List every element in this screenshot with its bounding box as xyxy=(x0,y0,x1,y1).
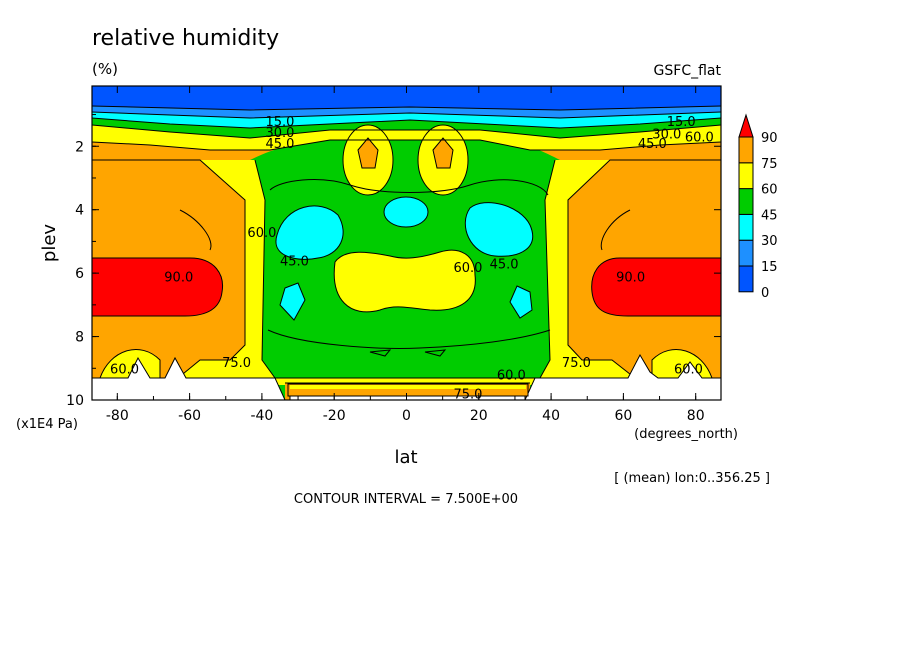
contour-label: 90.0 xyxy=(164,270,193,285)
x-tick-label: 80 xyxy=(687,408,705,424)
colorbar-arrow xyxy=(738,113,754,138)
contour-label: 60.0 xyxy=(110,362,139,377)
x-axis-label: lat xyxy=(394,447,417,468)
colorbar-segment xyxy=(738,162,754,190)
x-tick-label: -80 xyxy=(106,408,129,424)
contour-label: 45.0 xyxy=(266,137,295,152)
y-tick-label: 6 xyxy=(75,266,84,282)
y-units-label: (x1E4 Pa) xyxy=(16,417,78,432)
x-units-label: (degrees_north) xyxy=(634,427,738,442)
region-tuft-right-orange xyxy=(433,138,453,168)
colorbar-segment xyxy=(738,136,754,164)
y-tick-label: 2 xyxy=(75,139,84,155)
chart-title: relative humidity xyxy=(92,26,279,51)
contour-label: 75.0 xyxy=(562,356,591,371)
contour-lines xyxy=(92,105,721,384)
colorbar-segment xyxy=(738,188,754,215)
chart-units: (%) xyxy=(92,60,118,78)
x-tick-label: 20 xyxy=(470,408,488,424)
region-left-red xyxy=(92,258,223,316)
contour-interval: CONTOUR INTERVAL = 7.500E+00 xyxy=(294,492,518,507)
contour-label: 60.0 xyxy=(674,362,703,377)
y-tick-label: 4 xyxy=(75,203,84,219)
y-axis: 2 4 6 8 10 xyxy=(66,114,721,409)
contour-label: 45.0 xyxy=(490,258,519,273)
region-cyan-center xyxy=(384,197,428,227)
colorbar-label: 45 xyxy=(761,208,778,223)
contour-label: 60.0 xyxy=(497,369,526,384)
region-cyan-right xyxy=(465,202,533,257)
x-tick-label: -20 xyxy=(323,408,346,424)
colorbar-label: 30 xyxy=(761,234,778,249)
contour-label: 60.0 xyxy=(453,261,482,276)
contour-label: 60.0 xyxy=(247,226,276,241)
contour-label: 30.0 xyxy=(266,126,295,141)
y-axis-label: plev xyxy=(39,224,60,263)
x-tick-label: 40 xyxy=(542,408,560,424)
colorbar: 0 15 30 45 60 75 90 xyxy=(738,113,778,301)
region-right-yellow-edge xyxy=(540,160,635,378)
colorbar-segment xyxy=(738,265,754,293)
colorbar-label: 90 xyxy=(761,131,778,146)
region-cyan-left xyxy=(275,205,344,260)
x-axis: -80 -60 -40 -20 0 20 40 60 80 xyxy=(106,86,705,424)
contour-label: 45.0 xyxy=(280,254,309,269)
x-tick-label: 0 xyxy=(402,408,411,424)
colorbar-segment xyxy=(738,239,754,267)
band-0-top xyxy=(92,86,721,110)
colorbar-segment xyxy=(738,213,754,241)
colorbar-label: 60 xyxy=(761,183,778,198)
contour-label: 45.0 xyxy=(638,137,667,152)
x-tick-label: -60 xyxy=(178,408,201,424)
region-center-yellow xyxy=(334,250,476,312)
y-tick-label: 8 xyxy=(75,330,84,346)
colorbar-label: 0 xyxy=(761,286,769,301)
footer-note: [ (mean) lon:0..356.25 ] xyxy=(614,471,770,486)
region-left-yellow-edge xyxy=(178,160,275,378)
contour-label: 75.0 xyxy=(453,388,482,403)
x-tick-label: 60 xyxy=(614,408,632,424)
colorbar-label: 75 xyxy=(761,157,778,172)
x-tick-label: -40 xyxy=(250,408,273,424)
contour-labels: 15.030.045.015.030.045.0 60.090.0 90.060.0… xyxy=(110,115,714,403)
y-tick-label: 10 xyxy=(66,393,84,409)
contour-label: 15.0 xyxy=(266,115,295,130)
region-right-red xyxy=(591,258,721,316)
contour-label: 15.0 xyxy=(667,115,696,130)
contour-label: 90.0 xyxy=(616,270,645,285)
region-tuft-left-orange xyxy=(358,138,378,168)
dataset-label: GSFC_flat xyxy=(654,63,722,79)
contour-label: 60.0 xyxy=(685,131,714,146)
contour-label: 30.0 xyxy=(652,128,681,143)
contour-label: 75.0 xyxy=(222,356,251,371)
colorbar-label: 15 xyxy=(761,260,778,275)
plot-area: 15.030.045.015.030.045.0 60.090.0 90.060.0… xyxy=(92,86,721,403)
surface-bottom-band-yellow xyxy=(290,385,526,389)
